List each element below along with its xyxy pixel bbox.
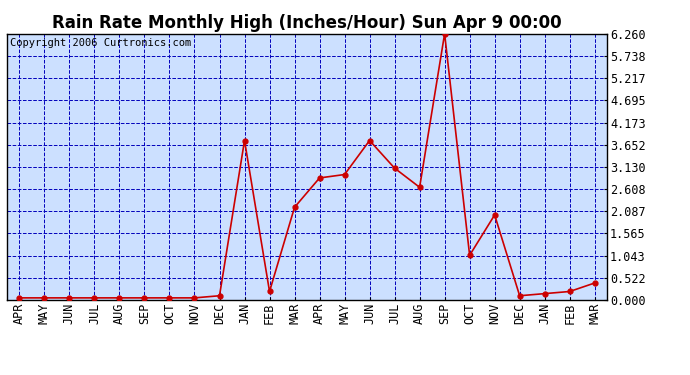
Title: Rain Rate Monthly High (Inches/Hour) Sun Apr 9 00:00: Rain Rate Monthly High (Inches/Hour) Sun…: [52, 14, 562, 32]
Text: Copyright 2006 Curtronics.com: Copyright 2006 Curtronics.com: [10, 38, 191, 48]
